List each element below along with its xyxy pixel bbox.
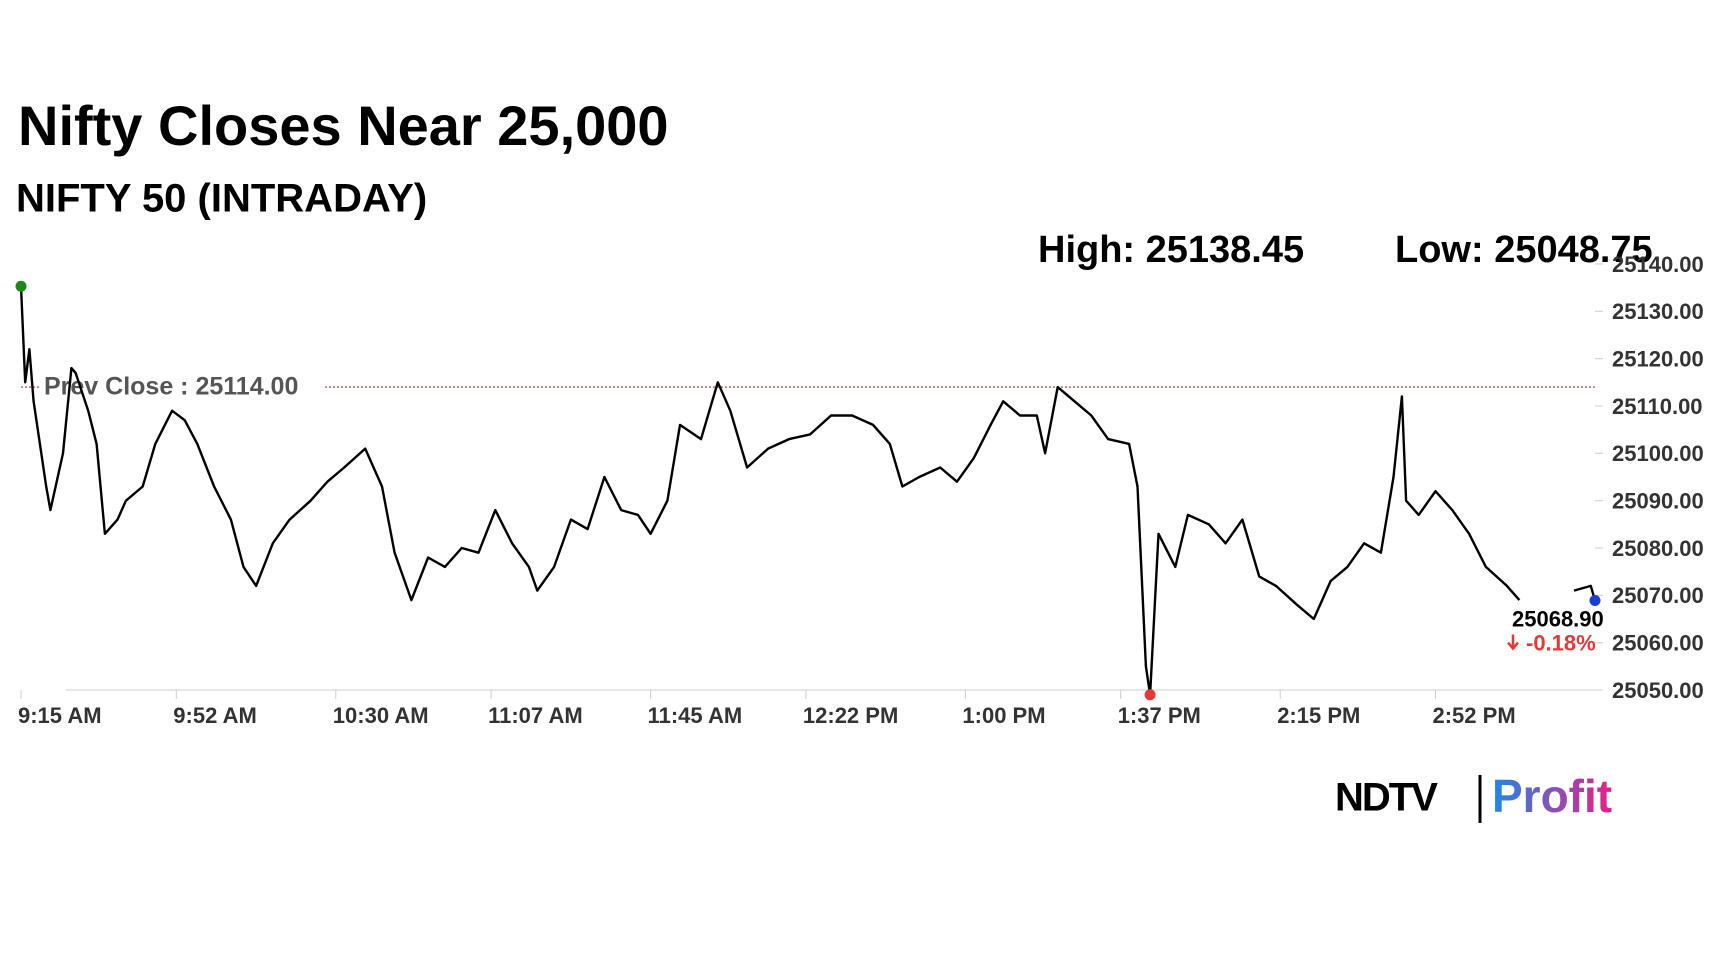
y-tick-label: 25070.00 [1612,583,1704,608]
x-tick-label: 12:22 PM [803,703,898,728]
x-tick-label: 9:52 AM [173,703,257,728]
x-tick-label: 2:52 PM [1433,703,1516,728]
price-line [19,286,1521,696]
x-tick-label: 2:15 PM [1277,703,1360,728]
chart-subtitle: NIFTY 50 (INTRADAY) [16,177,427,221]
x-tick-label: 11:45 AM [648,703,743,728]
down-arrow [1507,634,1519,651]
low-marker [1144,689,1156,701]
start-marker [15,280,27,292]
x-tick-label: 9:15 AM [18,703,102,728]
x-tick-label: 1:37 PM [1118,703,1201,728]
x-tick-label: 10:30 AM [333,703,429,728]
prev-close-label: Prev Close : 25114.00 [44,373,298,401]
y-tick-label: 25080.00 [1612,536,1704,561]
change-label: -0.18% [1526,630,1596,655]
brand-logo: NDTV [1335,776,1438,820]
x-tick-label: 11:07 AM [488,703,583,728]
last-marker [1589,595,1601,607]
chart-title: Nifty Closes Near 25,000 [18,94,669,157]
high-label: High: 25138.45 [1038,229,1304,271]
y-tick-label: 25050.00 [1612,678,1704,703]
y-tick-label: 25090.00 [1612,488,1704,513]
y-tick-label: 25100.00 [1612,441,1704,466]
low-label: Low: 25048.75 [1395,229,1653,271]
brand-sub: Profit [1492,770,1612,822]
y-tick-label: 25060.00 [1612,630,1704,655]
y-tick-label: 25130.00 [1612,299,1704,324]
y-tick-label: 25120.00 [1612,346,1704,371]
last-value-label: 25068.90 [1512,606,1604,631]
prev-close-bg [40,371,325,404]
y-tick-label: 25140.00 [1612,252,1704,277]
x-tick-label: 1:00 PM [962,703,1045,728]
y-tick-label: 25110.00 [1612,394,1703,419]
